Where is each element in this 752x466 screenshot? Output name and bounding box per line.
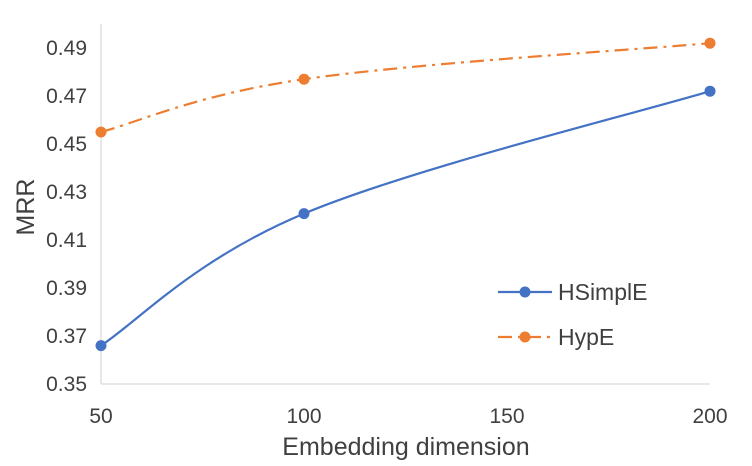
series-hsimple — [95, 85, 716, 352]
x-tick-label: 50 — [89, 405, 112, 428]
y-axis-title: MRR — [12, 179, 40, 236]
series-line — [100, 90, 711, 347]
x-tick-label: 150 — [489, 405, 524, 428]
data-point — [298, 208, 310, 220]
data-point — [704, 37, 716, 49]
y-tick-label: 0.45 — [46, 133, 87, 156]
data-point — [298, 73, 310, 85]
x-tick-label: 200 — [692, 405, 727, 428]
y-axis-ticks: 0.35 0.37 0.39 0.41 0.43 0.45 0.47 0.49 — [46, 37, 87, 396]
legend-swatch-marker — [519, 331, 531, 343]
y-tick-label: 0.41 — [46, 229, 87, 252]
series-hype — [95, 37, 716, 138]
y-tick-label: 0.39 — [46, 277, 87, 300]
plot-area — [100, 24, 710, 385]
data-point — [95, 340, 107, 352]
data-point — [704, 85, 716, 97]
x-axis-ticks: 50 100 150 200 — [89, 405, 727, 428]
y-tick-label: 0.35 — [46, 373, 87, 396]
x-axis-title: Embedding dimension — [282, 433, 529, 461]
legend-label: HypE — [558, 324, 614, 350]
legend-label: HSimplE — [558, 279, 647, 305]
series-layer — [95, 37, 716, 352]
data-point — [95, 126, 107, 138]
legend: HSimplE HypE — [498, 279, 647, 350]
y-tick-label: 0.49 — [46, 37, 87, 60]
legend-item: HypE — [498, 324, 614, 350]
series-line — [100, 42, 711, 134]
legend-swatch-marker — [519, 286, 531, 298]
y-tick-label: 0.43 — [46, 181, 87, 204]
x-tick-label: 100 — [286, 405, 321, 428]
y-tick-label: 0.37 — [46, 325, 87, 348]
y-tick-label: 0.47 — [46, 85, 87, 108]
legend-item: HSimplE — [498, 279, 647, 305]
